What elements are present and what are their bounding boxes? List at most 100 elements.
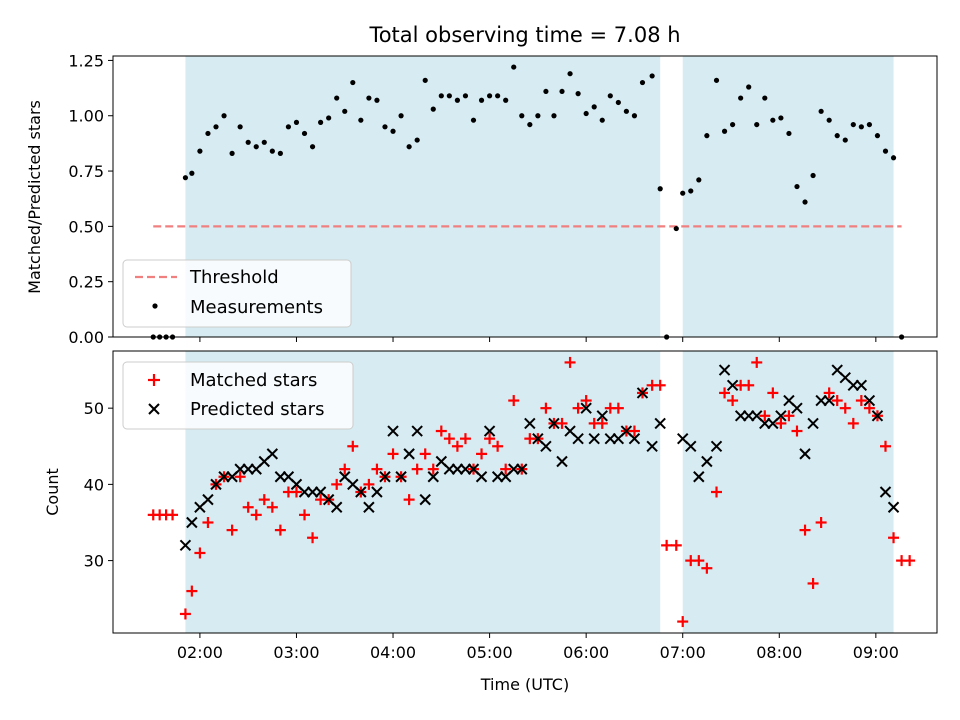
measurement-point (882, 148, 889, 154)
x-tick-label: 09:00 (853, 643, 899, 662)
matched-star-point (411, 463, 423, 475)
matched-star-point (443, 433, 455, 445)
top-y-ticks: 0.00 0.25 0.50 0.75 1.00 1.25 (68, 51, 113, 347)
measurement-point (495, 93, 501, 99)
matched-star-point (670, 539, 682, 551)
matched-star-point (791, 425, 803, 437)
predicted-star-point (419, 493, 431, 506)
measurement-point (559, 88, 565, 95)
top-panel: 0.00 0.25 0.50 0.75 1.00 1.25 Matched/Predict… (25, 51, 938, 347)
matched-star-point (612, 402, 624, 414)
predicted-star-point (403, 448, 415, 460)
x-tick-label: 05:00 (467, 643, 513, 662)
predicted-star-point (701, 455, 713, 468)
matched-star-point (419, 448, 431, 460)
matched-star-point (727, 395, 739, 407)
y-tick-label: 0.50 (68, 217, 104, 236)
measurement-point (721, 128, 728, 134)
measurement-point (599, 117, 605, 123)
predicted-star-point (718, 364, 731, 376)
measurement-point (543, 88, 549, 95)
measurement-point (850, 121, 856, 128)
measurement-point (470, 117, 477, 123)
measurement-point (486, 93, 493, 99)
y-tick-label: 40 (84, 475, 104, 494)
measurement-point (374, 97, 380, 103)
measurement-point (462, 93, 469, 99)
measurement-point (438, 93, 444, 99)
top-axes-frame (112, 55, 938, 338)
measurement-point (237, 124, 243, 130)
measurement-point (430, 106, 436, 112)
matched-star-point (274, 524, 286, 536)
measurement-point (631, 113, 638, 119)
measurement-point (890, 155, 897, 161)
predicted-star-point (411, 425, 423, 437)
measurement-point (197, 148, 203, 154)
matched-star-point (476, 448, 488, 460)
matched-star-point (759, 410, 771, 422)
predicted-star-point (693, 471, 705, 483)
measurement-point (713, 77, 720, 83)
measurement-point (762, 95, 768, 101)
top-legend-box (122, 259, 352, 328)
predicted-star-point (179, 539, 192, 552)
legend-measurements-label: Measurements (190, 297, 323, 318)
measurement-point (591, 104, 597, 110)
predicted-star-point (775, 410, 787, 422)
matched-star-point (564, 356, 576, 368)
matched-star-point (783, 410, 795, 422)
measurement-point (746, 84, 752, 90)
matched-star-point (371, 463, 383, 475)
y-tick-label: 1.00 (68, 107, 104, 126)
legend-predicted-label: Predicted stars (190, 399, 324, 420)
matched-star-point (500, 463, 512, 475)
predicted-star-point (726, 379, 739, 392)
bottom-legend: Matched stars Predicted stars (122, 361, 354, 430)
y-tick-label: 1.25 (68, 51, 104, 70)
predicted-star-point (654, 417, 666, 430)
measurement-point (551, 113, 557, 119)
matched-star-point (767, 387, 779, 399)
chart-title: Total observing time = 7.08 h (368, 23, 680, 47)
predicted-star-point (548, 417, 560, 430)
measurement-point (794, 183, 800, 190)
matched-star-point (179, 608, 191, 620)
predicted-star-point (628, 432, 641, 445)
measurement-point (567, 71, 573, 77)
predicted-star-point (363, 501, 375, 513)
matched-star-point (451, 440, 463, 452)
matched-star-point (661, 539, 673, 551)
matched-star-point (677, 616, 689, 628)
y-tick-label: 0.00 (68, 328, 104, 347)
measurement-point (398, 113, 404, 119)
measurement-point (730, 121, 736, 128)
matched-star-point (492, 440, 504, 452)
matched-star-point (596, 417, 608, 429)
x-tick-label: 08:00 (756, 643, 802, 662)
predicted-star-point (596, 410, 608, 422)
matched-star-point (307, 532, 319, 544)
measurement-point (334, 95, 340, 101)
matched-star-point (693, 555, 705, 567)
predicted-star-point (330, 501, 343, 513)
measurement-point (696, 177, 702, 183)
measurement-point (754, 121, 760, 128)
measurement-point (874, 133, 881, 139)
predicted-star-point (791, 402, 803, 414)
matched-star-point (556, 417, 568, 429)
measurement-point (253, 144, 259, 150)
matched-star-point (258, 494, 270, 506)
matched-star-point (847, 417, 859, 429)
measurement-point (221, 113, 227, 119)
measurement-point (414, 137, 420, 143)
measurement-point (583, 110, 589, 117)
matched-star-point (459, 433, 471, 445)
measurement-point (406, 144, 412, 150)
matched-star-point (880, 440, 891, 452)
matched-star-point (654, 379, 666, 391)
matched-star-point (701, 562, 713, 574)
matched-star-point (855, 395, 867, 407)
matched-star-point (299, 509, 311, 521)
